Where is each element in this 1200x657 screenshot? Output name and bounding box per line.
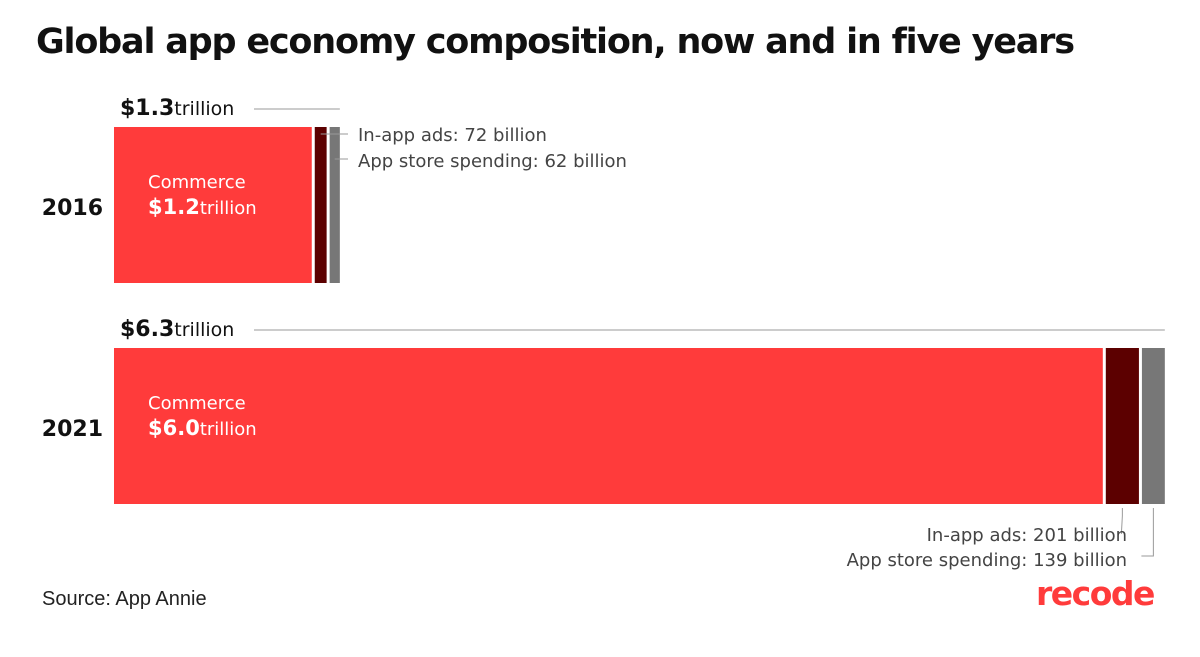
year-text: 2016 [42, 196, 103, 221]
in-app-ads-segment-2016 [314, 127, 327, 283]
commerce-value-label-2021: $6.0trillion [148, 416, 257, 440]
total-value: $1.3 [120, 96, 174, 121]
chart-title: Global app economy composition, now and … [36, 22, 1075, 62]
in-app-ads-text: In-app ads: 72 billion [358, 125, 547, 146]
app-store-text: App store spending: 62 billion [358, 151, 627, 172]
year-text: 2021 [42, 417, 103, 442]
in-app-ads-leader-2021 [1120, 508, 1123, 535]
in-app-ads-text: In-app ads: 201 billion [927, 525, 1127, 546]
recode-logo: recode [1036, 574, 1155, 613]
app-store-annotation-2021: App store spending: 139 billion [847, 550, 1127, 571]
commerce-unit: trillion [200, 198, 257, 219]
app-store-annotation-2016: App store spending: 62 billion [358, 151, 627, 172]
commerce-unit: trillion [200, 419, 257, 440]
commerce-text: Commerce [148, 393, 246, 414]
year-label-2016: 2016 [42, 196, 103, 221]
total-value: $6.3 [120, 317, 174, 342]
in-app-ads-segment-2021 [1105, 348, 1139, 504]
commerce-label-2021: Commerce [148, 393, 246, 414]
total-label-2021: $6.3trillion [120, 317, 234, 342]
commerce-label-2016: Commerce [148, 172, 246, 193]
total-unit: trillion [174, 319, 234, 341]
commerce-segment-2021 [114, 348, 1103, 504]
year-label-2021: 2021 [42, 417, 103, 442]
commerce-value: $1.2 [148, 195, 200, 219]
app-store-leader-2021 [1141, 508, 1154, 557]
commerce-value-label-2016: $1.2trillion [148, 195, 257, 219]
in-app-ads-annotation-2016: In-app ads: 72 billion [358, 125, 547, 146]
in-app-ads-annotation-2021: In-app ads: 201 billion [927, 525, 1127, 546]
commerce-segment-2016 [114, 127, 312, 283]
total-unit: trillion [174, 98, 234, 120]
commerce-value: $6.0 [148, 416, 200, 440]
app-store-text: App store spending: 139 billion [847, 550, 1127, 571]
app-store-segment-2016 [329, 127, 340, 283]
commerce-text: Commerce [148, 172, 246, 193]
total-label-2016: $1.3trillion [120, 96, 234, 121]
source-note: Source: App Annie [42, 588, 207, 610]
app-store-segment-2021 [1141, 348, 1165, 504]
